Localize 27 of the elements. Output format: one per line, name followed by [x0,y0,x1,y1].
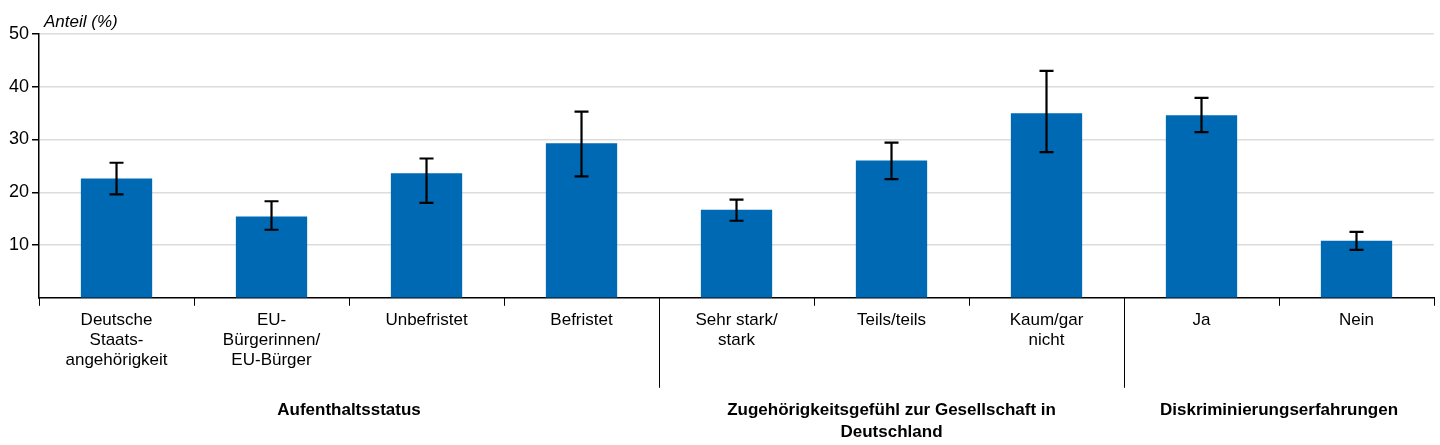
text: Aufenthaltsstatus [277,399,421,419]
bar [545,143,618,298]
x-tick-label: Nein [1339,309,1374,329]
x-tick-label: Deutsche Staats-angehörigkeit [65,309,168,370]
y-tick-label: 30 [8,128,30,149]
y-tick-label: 50 [8,22,30,43]
bar [700,209,773,298]
x-tick-label: Kaum/gar nicht [1009,309,1084,350]
y-tick-label: 20 [8,181,30,202]
x-tick-label: Sehr stark/stark [695,309,778,350]
y-tick-label: 40 [8,75,30,96]
x-tick-label: EU-Bürgerinnen/EU-Bürger [222,309,321,370]
bar [1010,113,1083,298]
x-tick-label: Unbefristet [385,309,468,329]
y-axis-title: Anteil (%) [43,12,118,31]
x-tick-label: Ja [1192,309,1212,329]
text: Diskriminierungserfahrungen [1159,399,1399,419]
x-tick-label: Teils/teils [857,309,926,329]
bar [1165,115,1238,298]
x-tick-label: Befristet [550,309,613,329]
bar [1320,240,1393,298]
y-tick-label: 10 [8,234,30,255]
bar [390,173,463,298]
bar [855,160,928,298]
bar [235,216,308,298]
text: Zugehörigkeitsgefühl zur Gesellschaft in Deutschland [727,399,1056,441]
bar [80,178,153,298]
